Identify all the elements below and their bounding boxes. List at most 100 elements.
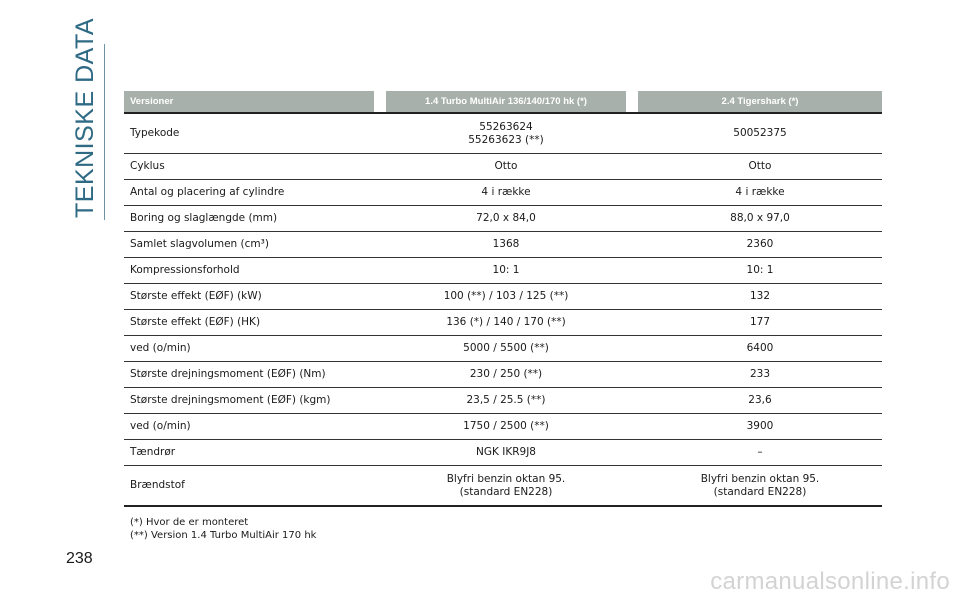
footnote: (**) Version 1.4 Turbo MultiAir 170 hk	[130, 530, 317, 541]
table-body: Typekode 55263624 55263623 (**) 50052375 Cyk…	[124, 112, 882, 507]
row-label: Typekode	[124, 112, 374, 154]
row-label: Samlet slagvolumen (cm³)	[124, 232, 374, 258]
value-tigershark: 3900	[638, 414, 882, 440]
value-tigershark: 4 i række	[638, 180, 882, 206]
cell-text: Blyfri benzin oktan 95.	[446, 472, 566, 485]
cell-text: 72,0 x 84,0	[476, 212, 536, 224]
cell-text: 50052375	[733, 127, 787, 139]
value-tigershark: Otto	[638, 154, 882, 180]
page-number: 238	[66, 550, 93, 567]
table-row: Brændstof Blyfri benzin oktan 95. (standar…	[124, 466, 882, 507]
cell-text: 10: 1	[492, 264, 520, 276]
section-title: TEKNISKE DATA	[71, 17, 99, 218]
cell-text: 23,6	[748, 394, 772, 406]
table-row: Cyklus Otto Otto	[124, 154, 882, 180]
cell-text: 5000 / 5500 (**)	[463, 342, 549, 354]
table-row: Kompressionsforhold 10: 1 10: 1	[124, 258, 882, 284]
table-row: Største drejningsmoment (EØF) (kgm) 23,5 …	[124, 388, 882, 414]
cell-text: 55263624	[479, 120, 533, 133]
value-multiair: 4 i række	[386, 180, 626, 206]
section-title-rule	[104, 44, 105, 220]
table-header-row: Versioner 1.4 Turbo MultiAir 136/140/170…	[124, 91, 882, 112]
cell-text: NGK IKR9J8	[476, 446, 536, 458]
value-multiair: Blyfri benzin oktan 95. (standard EN228)	[386, 466, 626, 507]
row-label: Største effekt (EØF) (HK)	[124, 310, 374, 336]
cell-text: 10: 1	[746, 264, 774, 276]
cell-text: –	[757, 446, 763, 458]
cell-text: 100 (**) / 103 / 125 (**)	[443, 290, 569, 302]
table-row: Største effekt (EØF) (kW) 100 (**) / 103 …	[124, 284, 882, 310]
value-tigershark: 132	[638, 284, 882, 310]
table-row: Største drejningsmoment (EØF) (Nm) 230 / …	[124, 362, 882, 388]
value-tigershark: 233	[638, 362, 882, 388]
value-multiair: NGK IKR9J8	[386, 440, 626, 466]
footnotes: (*) Hvor de er monteret (**) Version 1.4…	[130, 516, 316, 542]
row-label: Største effekt (EØF) (kW)	[124, 284, 374, 310]
footnote: (*) Hvor de er monteret	[130, 517, 249, 528]
cell-text: Otto	[748, 160, 772, 172]
table-row: Største effekt (EØF) (HK) 136 (*) / 140 /…	[124, 310, 882, 336]
row-label: Cyklus	[124, 154, 374, 180]
cell-text: 6400	[746, 342, 774, 354]
row-label: Største drejningsmoment (EØF) (Nm)	[124, 362, 374, 388]
cell-text: 233	[749, 368, 771, 380]
value-multiair: 100 (**) / 103 / 125 (**)	[386, 284, 626, 310]
value-tigershark: 6400	[638, 336, 882, 362]
cell-text: 2360	[746, 238, 774, 250]
row-label: Antal og placering af cylindre	[124, 180, 374, 206]
value-tigershark: 50052375	[638, 112, 882, 154]
value-multiair: 23,5 / 25.5 (**)	[386, 388, 626, 414]
table-row: Boring og slaglængde (mm) 72,0 x 84,0 88,0…	[124, 206, 882, 232]
table-row: ved (o/min) 5000 / 5500 (**) 6400	[124, 336, 882, 362]
header-versions: Versioner	[124, 91, 374, 112]
cell-text: 88,0 x 97,0	[730, 212, 790, 224]
value-tigershark: –	[638, 440, 882, 466]
value-tigershark: 177	[638, 310, 882, 336]
cell-text: 1750 / 2500 (**)	[463, 420, 549, 432]
cell-text: 23,5 / 25.5 (**)	[466, 394, 546, 406]
table-row: ved (o/min) 1750 / 2500 (**) 3900	[124, 414, 882, 440]
value-multiair: 10: 1	[386, 258, 626, 284]
cell-text: 230 / 250 (**)	[469, 368, 543, 380]
row-label: Boring og slaglængde (mm)	[124, 206, 374, 232]
value-tigershark: 23,6	[638, 388, 882, 414]
cell-text: 1368	[492, 238, 520, 250]
value-multiair: 5000 / 5500 (**)	[386, 336, 626, 362]
value-multiair: 1368	[386, 232, 626, 258]
row-label: ved (o/min)	[124, 414, 374, 440]
table-row: Samlet slagvolumen (cm³) 1368 2360	[124, 232, 882, 258]
row-label: Største drejningsmoment (EØF) (kgm)	[124, 388, 374, 414]
cell-text: 55263623 (**)	[468, 133, 544, 146]
value-tigershark: 10: 1	[638, 258, 882, 284]
value-multiair: Otto	[386, 154, 626, 180]
cell-text: Otto	[494, 160, 518, 172]
header-multiair: 1.4 Turbo MultiAir 136/140/170 hk (*)	[386, 91, 626, 112]
row-label: Tændrør	[124, 440, 374, 466]
cell-text: (standard EN228)	[459, 485, 553, 498]
value-tigershark: 2360	[638, 232, 882, 258]
value-tigershark: Blyfri benzin oktan 95. (standard EN228)	[638, 466, 882, 507]
cell-text: 4 i række	[481, 186, 531, 198]
cell-text: 4 i række	[735, 186, 785, 198]
value-multiair: 136 (*) / 140 / 170 (**)	[386, 310, 626, 336]
cell-text: (standard EN228)	[713, 485, 807, 498]
value-multiair: 55263624 55263623 (**)	[386, 112, 626, 154]
header-tigershark: 2.4 Tigershark (*)	[638, 91, 882, 112]
cell-text: 3900	[746, 420, 774, 432]
cell-text: 177	[749, 316, 771, 328]
cell-text: Blyfri benzin oktan 95.	[700, 472, 820, 485]
cell-text: 132	[749, 290, 771, 302]
row-label: ved (o/min)	[124, 336, 374, 362]
value-multiair: 1750 / 2500 (**)	[386, 414, 626, 440]
engine-spec-table: Versioner 1.4 Turbo MultiAir 136/140/170…	[124, 91, 882, 507]
value-multiair: 72,0 x 84,0	[386, 206, 626, 232]
watermark: carmanualsonline.info	[710, 568, 950, 595]
cell-text: 136 (*) / 140 / 170 (**)	[446, 316, 566, 328]
value-multiair: 230 / 250 (**)	[386, 362, 626, 388]
value-tigershark: 88,0 x 97,0	[638, 206, 882, 232]
table-row: Antal og placering af cylindre 4 i række 4…	[124, 180, 882, 206]
row-label: Kompressionsforhold	[124, 258, 374, 284]
table-row: Tændrør NGK IKR9J8 –	[124, 440, 882, 466]
table-row: Typekode 55263624 55263623 (**) 50052375	[124, 112, 882, 154]
row-label: Brændstof	[124, 466, 374, 507]
